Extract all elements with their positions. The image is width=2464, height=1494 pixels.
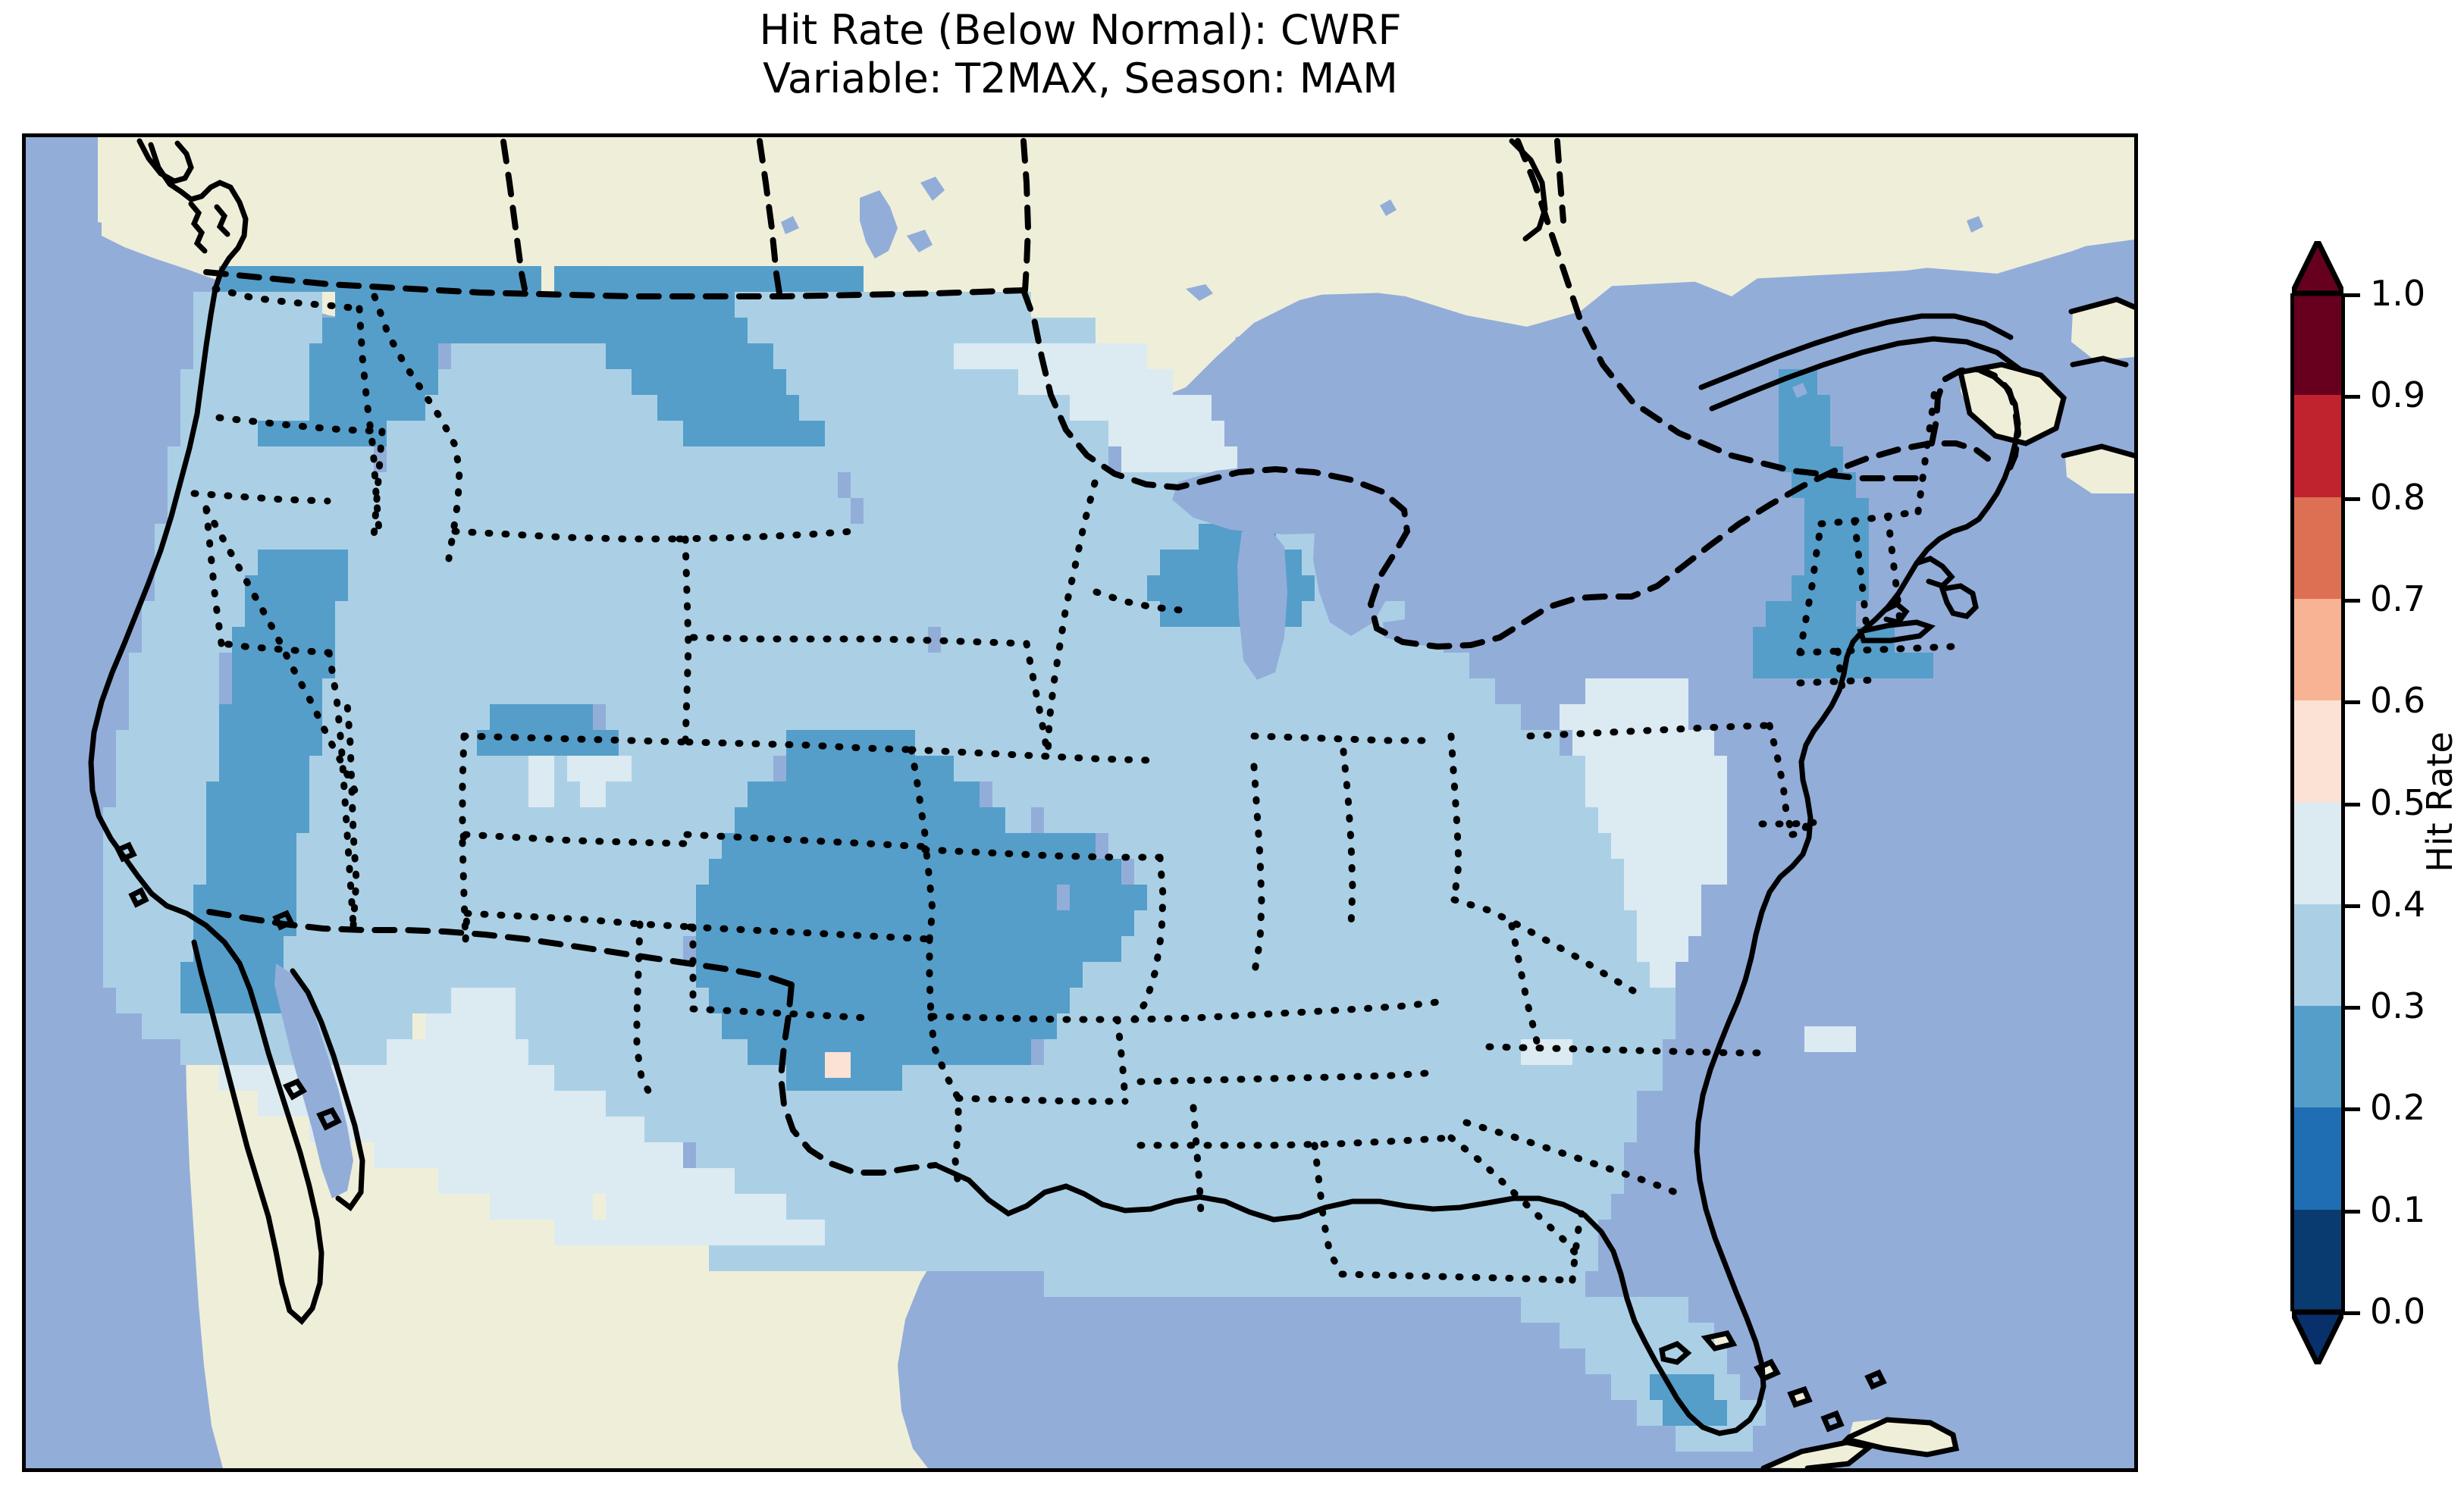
colorbar-axis-label: Hit Rate	[2419, 731, 2460, 872]
hit-rate-data-grid	[103, 266, 1933, 1452]
colorbar-tick-label-0.0: 0.0	[2370, 1291, 2426, 1332]
title-line-2: Variable: T2MAX, Season: MAM	[763, 54, 1398, 102]
state-borders	[190, 285, 1955, 1284]
colorbar-tick-0.4	[2343, 904, 2360, 908]
colorbar-band-8	[2292, 1107, 2343, 1211]
colorbar-tick-0.1	[2343, 1209, 2360, 1214]
colorbar-tick-label-0.3: 0.3	[2370, 985, 2426, 1027]
colorbar-band-2	[2292, 496, 2343, 600]
colorbar-tick-label-0.7: 0.7	[2370, 578, 2426, 619]
colorbar-tick-0.8	[2343, 496, 2360, 501]
colorbar-tick-0.2	[2343, 1107, 2360, 1112]
map-axes	[22, 133, 2138, 1472]
colorbar	[2292, 293, 2343, 1312]
colorbar-tick-0.5	[2343, 802, 2360, 807]
colorbar-band-7	[2292, 1006, 2343, 1108]
colorbar-band-0	[2292, 293, 2343, 396]
title-line-1: Hit Rate (Below Normal): CWRF	[759, 6, 1402, 54]
colorbar-tick-label-0.2: 0.2	[2370, 1087, 2426, 1129]
colorbar-tick-label-1.0: 1.0	[2370, 273, 2426, 314]
page-title: Hit Rate (Below Normal): CWRF Variable: …	[0, 6, 2161, 102]
colorbar-tick-label-0.8: 0.8	[2370, 476, 2426, 518]
coastline	[88, 138, 2134, 1468]
colorbar-tick-0.0	[2343, 1311, 2360, 1315]
colorbar-band-9	[2292, 1209, 2343, 1312]
colorbar-tick-0.7	[2343, 598, 2360, 603]
colorbar-tick-label-0.5: 0.5	[2370, 781, 2426, 823]
map-borders	[88, 138, 2134, 1468]
colorbar-tick-label-0.6: 0.6	[2370, 680, 2426, 722]
colorbar-tick-label-0.9: 0.9	[2370, 374, 2426, 416]
colorbar-tick-0.6	[2343, 700, 2360, 705]
colorbar-tick-label-0.4: 0.4	[2370, 883, 2426, 925]
country-border	[203, 138, 2022, 1176]
colorbar-band-1	[2292, 395, 2343, 498]
colorbar-tick-0.9	[2343, 395, 2360, 399]
colorbar-tick-0.3	[2343, 1006, 2360, 1010]
colorbar-band-3	[2292, 598, 2343, 701]
colorbar-tick-1.0	[2343, 293, 2360, 297]
colorbar-band-5	[2292, 802, 2343, 905]
colorbar-tick-label-0.1: 0.1	[2370, 1189, 2426, 1230]
colorbar-band-4	[2292, 700, 2343, 803]
climate-map	[26, 137, 2134, 1468]
lakes	[274, 177, 2030, 1198]
colorbar-band-6	[2292, 904, 2343, 1007]
